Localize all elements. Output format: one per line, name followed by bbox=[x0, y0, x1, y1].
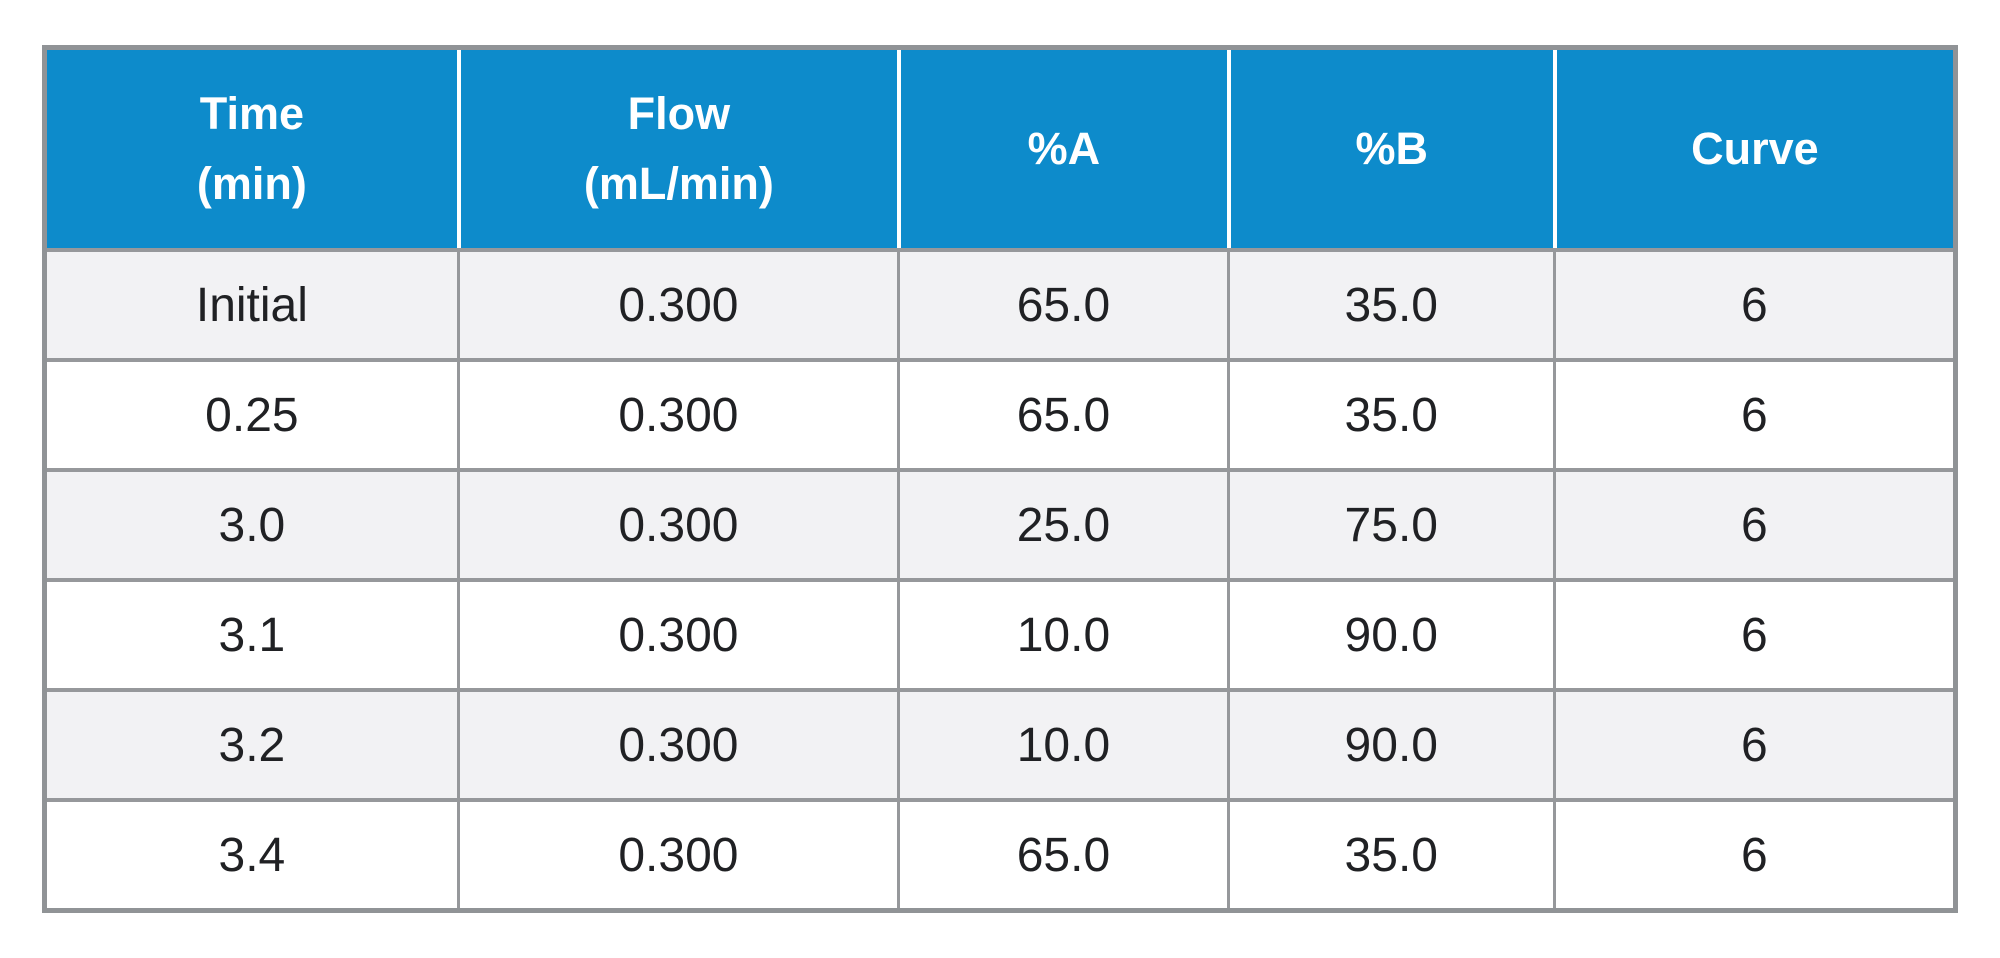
cell-flow: 0.300 bbox=[456, 798, 898, 908]
cell-curve: 6 bbox=[1552, 468, 1953, 578]
cell-flow: 0.300 bbox=[456, 688, 898, 798]
cell-percent-a: 65.0 bbox=[897, 248, 1227, 358]
cell-flow: 0.300 bbox=[456, 468, 898, 578]
cell-percent-a: 10.0 bbox=[897, 578, 1227, 688]
col-header-percent-a: %A bbox=[897, 50, 1227, 248]
cell-percent-a: 65.0 bbox=[897, 798, 1227, 908]
cell-time: 3.4 bbox=[47, 798, 457, 908]
cell-curve: 6 bbox=[1552, 798, 1953, 908]
cell-curve: 6 bbox=[1552, 358, 1953, 468]
table-row: 3.0 0.300 25.0 75.0 6 bbox=[47, 468, 1953, 578]
cell-time: 3.0 bbox=[47, 468, 457, 578]
cell-time: 3.1 bbox=[47, 578, 457, 688]
table-row: 0.25 0.300 65.0 35.0 6 bbox=[47, 358, 1953, 468]
gradient-method-table: Time (min) Flow (mL/min) %A %B Curve Ini… bbox=[42, 45, 1958, 913]
cell-time: 0.25 bbox=[47, 358, 457, 468]
cell-percent-b: 90.0 bbox=[1226, 578, 1553, 688]
col-header-percent-b: %B bbox=[1226, 50, 1553, 248]
cell-flow: 0.300 bbox=[456, 578, 898, 688]
table-row: 3.1 0.300 10.0 90.0 6 bbox=[47, 578, 1953, 688]
cell-percent-b: 75.0 bbox=[1226, 468, 1553, 578]
col-header-time: Time (min) bbox=[47, 50, 457, 248]
cell-percent-a: 25.0 bbox=[897, 468, 1227, 578]
col-header-flow: Flow (mL/min) bbox=[456, 50, 898, 248]
cell-flow: 0.300 bbox=[456, 248, 898, 358]
cell-time: 3.2 bbox=[47, 688, 457, 798]
cell-percent-a: 10.0 bbox=[897, 688, 1227, 798]
cell-percent-b: 90.0 bbox=[1226, 688, 1553, 798]
cell-time: Initial bbox=[47, 248, 457, 358]
cell-percent-a: 65.0 bbox=[897, 358, 1227, 468]
cell-percent-b: 35.0 bbox=[1226, 248, 1553, 358]
table-row: 3.2 0.300 10.0 90.0 6 bbox=[47, 688, 1953, 798]
cell-curve: 6 bbox=[1552, 688, 1953, 798]
header-row: Time (min) Flow (mL/min) %A %B Curve bbox=[47, 50, 1953, 248]
col-header-curve: Curve bbox=[1552, 50, 1953, 248]
cell-curve: 6 bbox=[1552, 248, 1953, 358]
table-row: 3.4 0.300 65.0 35.0 6 bbox=[47, 798, 1953, 908]
cell-curve: 6 bbox=[1552, 578, 1953, 688]
cell-percent-b: 35.0 bbox=[1226, 798, 1553, 908]
table-row: Initial 0.300 65.0 35.0 6 bbox=[47, 248, 1953, 358]
cell-percent-b: 35.0 bbox=[1226, 358, 1553, 468]
cell-flow: 0.300 bbox=[456, 358, 898, 468]
